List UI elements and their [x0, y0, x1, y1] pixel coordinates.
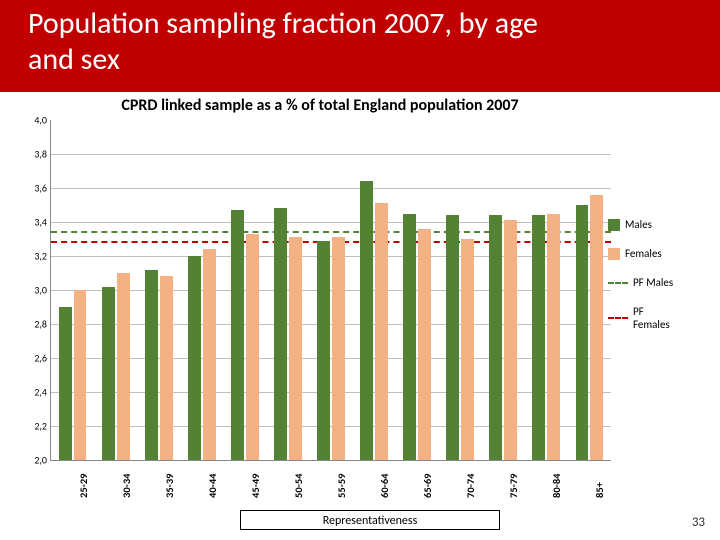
y-tick-label: 3,4	[23, 216, 47, 229]
slide-title: Population sampling fraction 2007, by ag…	[28, 6, 588, 78]
x-tick-label: 40-44	[206, 473, 219, 498]
x-tick-label: 30-34	[120, 473, 133, 498]
bar-females	[547, 214, 560, 461]
y-tick-label: 3,2	[23, 250, 47, 263]
bar-males	[446, 215, 459, 460]
reference-line-pf-males	[51, 231, 611, 233]
x-tick-label: 80-84	[550, 473, 563, 498]
y-tick-label: 4,0	[23, 114, 47, 127]
y-tick-label: 2,2	[23, 420, 47, 433]
chart-title: CPRD linked sample as a % of total Engla…	[0, 96, 640, 115]
gridline	[51, 154, 611, 155]
x-tick-label: 55-59	[335, 473, 348, 498]
chart-plot: 2,02,22,42,62,83,03,23,43,63,84,025-2930…	[50, 120, 611, 461]
bar-males	[360, 181, 373, 460]
legend-males: Males	[608, 218, 680, 231]
gridline	[51, 358, 611, 359]
bar-males	[145, 270, 158, 460]
chart-legend: Males Females PF Males PF Females	[608, 218, 680, 347]
bar-males	[403, 214, 416, 461]
legend-label-females: Females	[625, 247, 662, 260]
footer-representativeness: Representativeness	[240, 510, 500, 530]
bar-females	[246, 234, 259, 460]
bar-females	[160, 276, 173, 460]
bar-females	[117, 273, 130, 460]
x-tick-label: 50-54	[292, 473, 305, 498]
bar-males	[102, 287, 115, 460]
gridline	[51, 392, 611, 393]
y-tick-label: 2,0	[23, 454, 47, 467]
y-tick-label: 2,4	[23, 386, 47, 399]
bar-males	[489, 215, 502, 460]
x-tick-label: 85+	[593, 482, 606, 498]
bar-females	[590, 195, 603, 460]
legend-label-pf-females: PF Females	[633, 305, 680, 331]
x-tick-label: 25-29	[77, 473, 90, 498]
gridline	[51, 290, 611, 291]
y-tick-label: 2,8	[23, 318, 47, 331]
bar-females	[461, 239, 474, 460]
y-tick-label: 3,6	[23, 182, 47, 195]
bar-females	[504, 220, 517, 460]
legend-swatch-females	[608, 248, 620, 260]
x-tick-label: 65-69	[421, 473, 434, 498]
bar-males	[188, 256, 201, 460]
legend-label-pf-males: PF Males	[633, 276, 673, 289]
gridline	[51, 426, 611, 427]
gridline	[51, 256, 611, 257]
slide: Population sampling fraction 2007, by ag…	[0, 0, 720, 540]
page-number: 33	[692, 515, 705, 530]
bar-females	[203, 249, 216, 460]
bar-males	[532, 215, 545, 460]
y-tick-label: 3,0	[23, 284, 47, 297]
y-tick-label: 2,6	[23, 352, 47, 365]
x-tick-label: 35-39	[163, 473, 176, 498]
x-tick-label: 45-49	[249, 473, 262, 498]
bar-females	[74, 290, 87, 460]
reference-line-pf-females	[51, 241, 611, 243]
gridline	[51, 188, 611, 189]
bar-males	[317, 241, 330, 460]
gridline	[51, 222, 611, 223]
bar-males	[231, 210, 244, 460]
gridline	[51, 324, 611, 325]
x-tick-label: 60-64	[378, 473, 391, 498]
bar-males	[59, 307, 72, 460]
chart-area: 2,02,22,42,62,83,03,23,43,63,84,025-2930…	[20, 120, 680, 500]
bar-females	[332, 237, 345, 460]
bar-females	[289, 237, 302, 460]
bar-females	[375, 203, 388, 460]
bar-females	[418, 229, 431, 460]
bar-males	[576, 205, 589, 460]
legend-females: Females	[608, 247, 680, 260]
x-tick-label: 70-74	[464, 473, 477, 498]
legend-pf-females: PF Females	[608, 305, 680, 331]
legend-label-males: Males	[625, 218, 652, 231]
bar-males	[274, 208, 287, 460]
legend-swatch-pf-males	[608, 282, 628, 284]
x-tick-label: 75-79	[507, 473, 520, 498]
legend-swatch-pf-females	[608, 317, 628, 319]
legend-swatch-males	[608, 219, 620, 231]
y-tick-label: 3,8	[23, 148, 47, 161]
legend-pf-males: PF Males	[608, 276, 680, 289]
